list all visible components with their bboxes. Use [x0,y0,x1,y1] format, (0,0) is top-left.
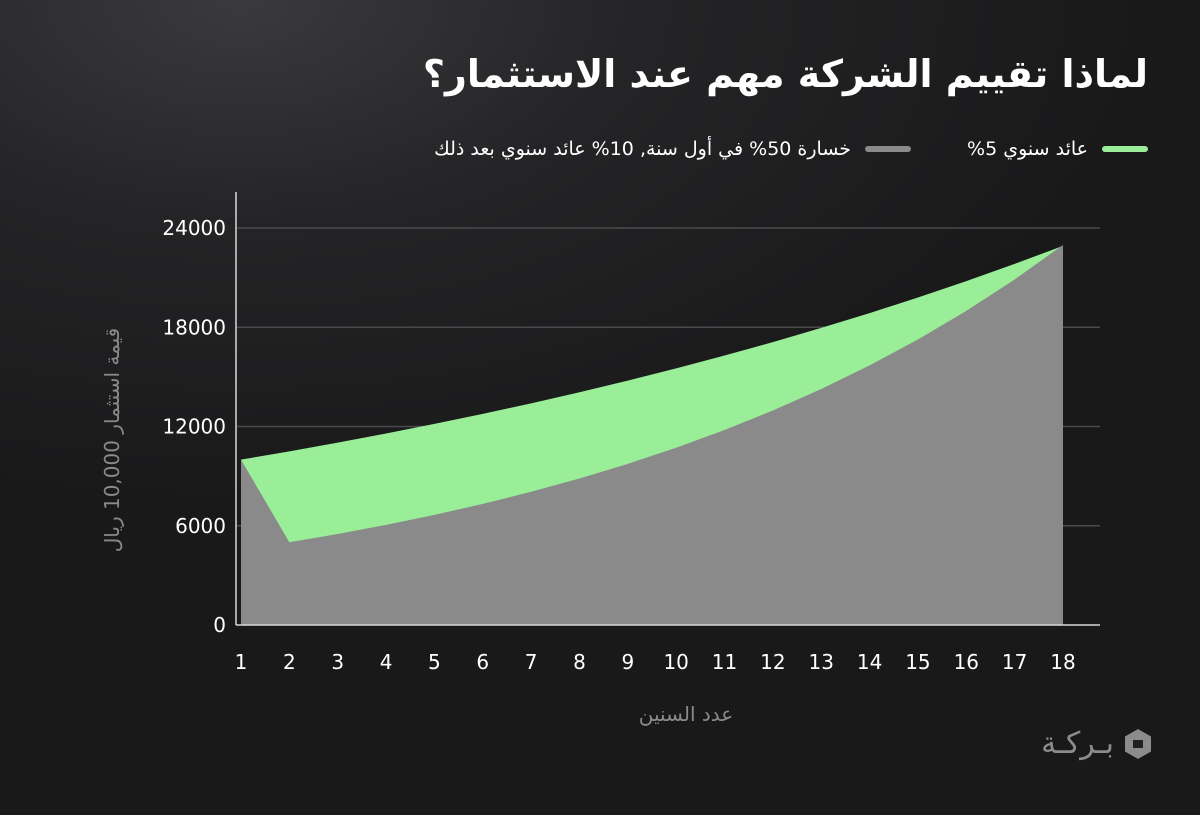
baraka-logo-icon [1125,728,1151,759]
x-tick-label: 2 [283,650,296,674]
legend-item-loss: خسارة 50% في أول سنة, 10% عائد سنوي بعد … [434,138,912,160]
x-tick-label: 16 [954,650,979,674]
series-area-loss [241,244,1063,626]
legend-label-5pct: عائد سنوي 5% [967,138,1088,160]
brand-logo: بـركـة [1041,726,1152,761]
x-tick-label: 13 [809,650,834,674]
brand-name: بـركـة [1041,726,1114,761]
x-tick-label: 14 [857,650,882,674]
chart-legend: عائد سنوي 5% خسارة 50% في أول سنة, 10% ع… [434,138,1148,160]
x-axis-label: عدد السنين [638,702,734,726]
x-tick-label: 4 [380,650,393,674]
x-tick-label: 11 [712,650,737,674]
x-tick-label: 10 [663,650,688,674]
y-tick-label: 12000 [162,415,226,439]
x-tick-label: 7 [525,650,538,674]
legend-item-5pct: عائد سنوي 5% [967,138,1148,160]
x-tick-label: 17 [1002,650,1027,674]
y-tick-label: 18000 [162,315,226,339]
chart-title: لماذا تقييم الشركة مهم عند الاستثمار؟ [422,52,1148,96]
y-tick-label: 0 [213,613,226,637]
x-tick-label: 18 [1050,650,1075,674]
legend-swatch-green [1102,146,1148,152]
x-tick-label: 5 [428,650,441,674]
y-tick-label: 24000 [162,216,226,240]
x-tick-label: 1 [235,650,248,674]
legend-swatch-gray [865,146,912,152]
x-tick-label: 6 [476,650,489,674]
legend-label-loss: خسارة 50% في أول سنة, 10% عائد سنوي بعد … [434,138,852,160]
y-axis-label: قيمة استثمار 10,000 ريال [100,327,124,553]
y-tick-label: 6000 [175,514,226,538]
x-tick-label: 3 [331,650,344,674]
x-tick-label: 12 [760,650,785,674]
x-tick-label: 8 [573,650,586,674]
x-tick-label: 15 [905,650,930,674]
x-tick-label: 9 [621,650,634,674]
